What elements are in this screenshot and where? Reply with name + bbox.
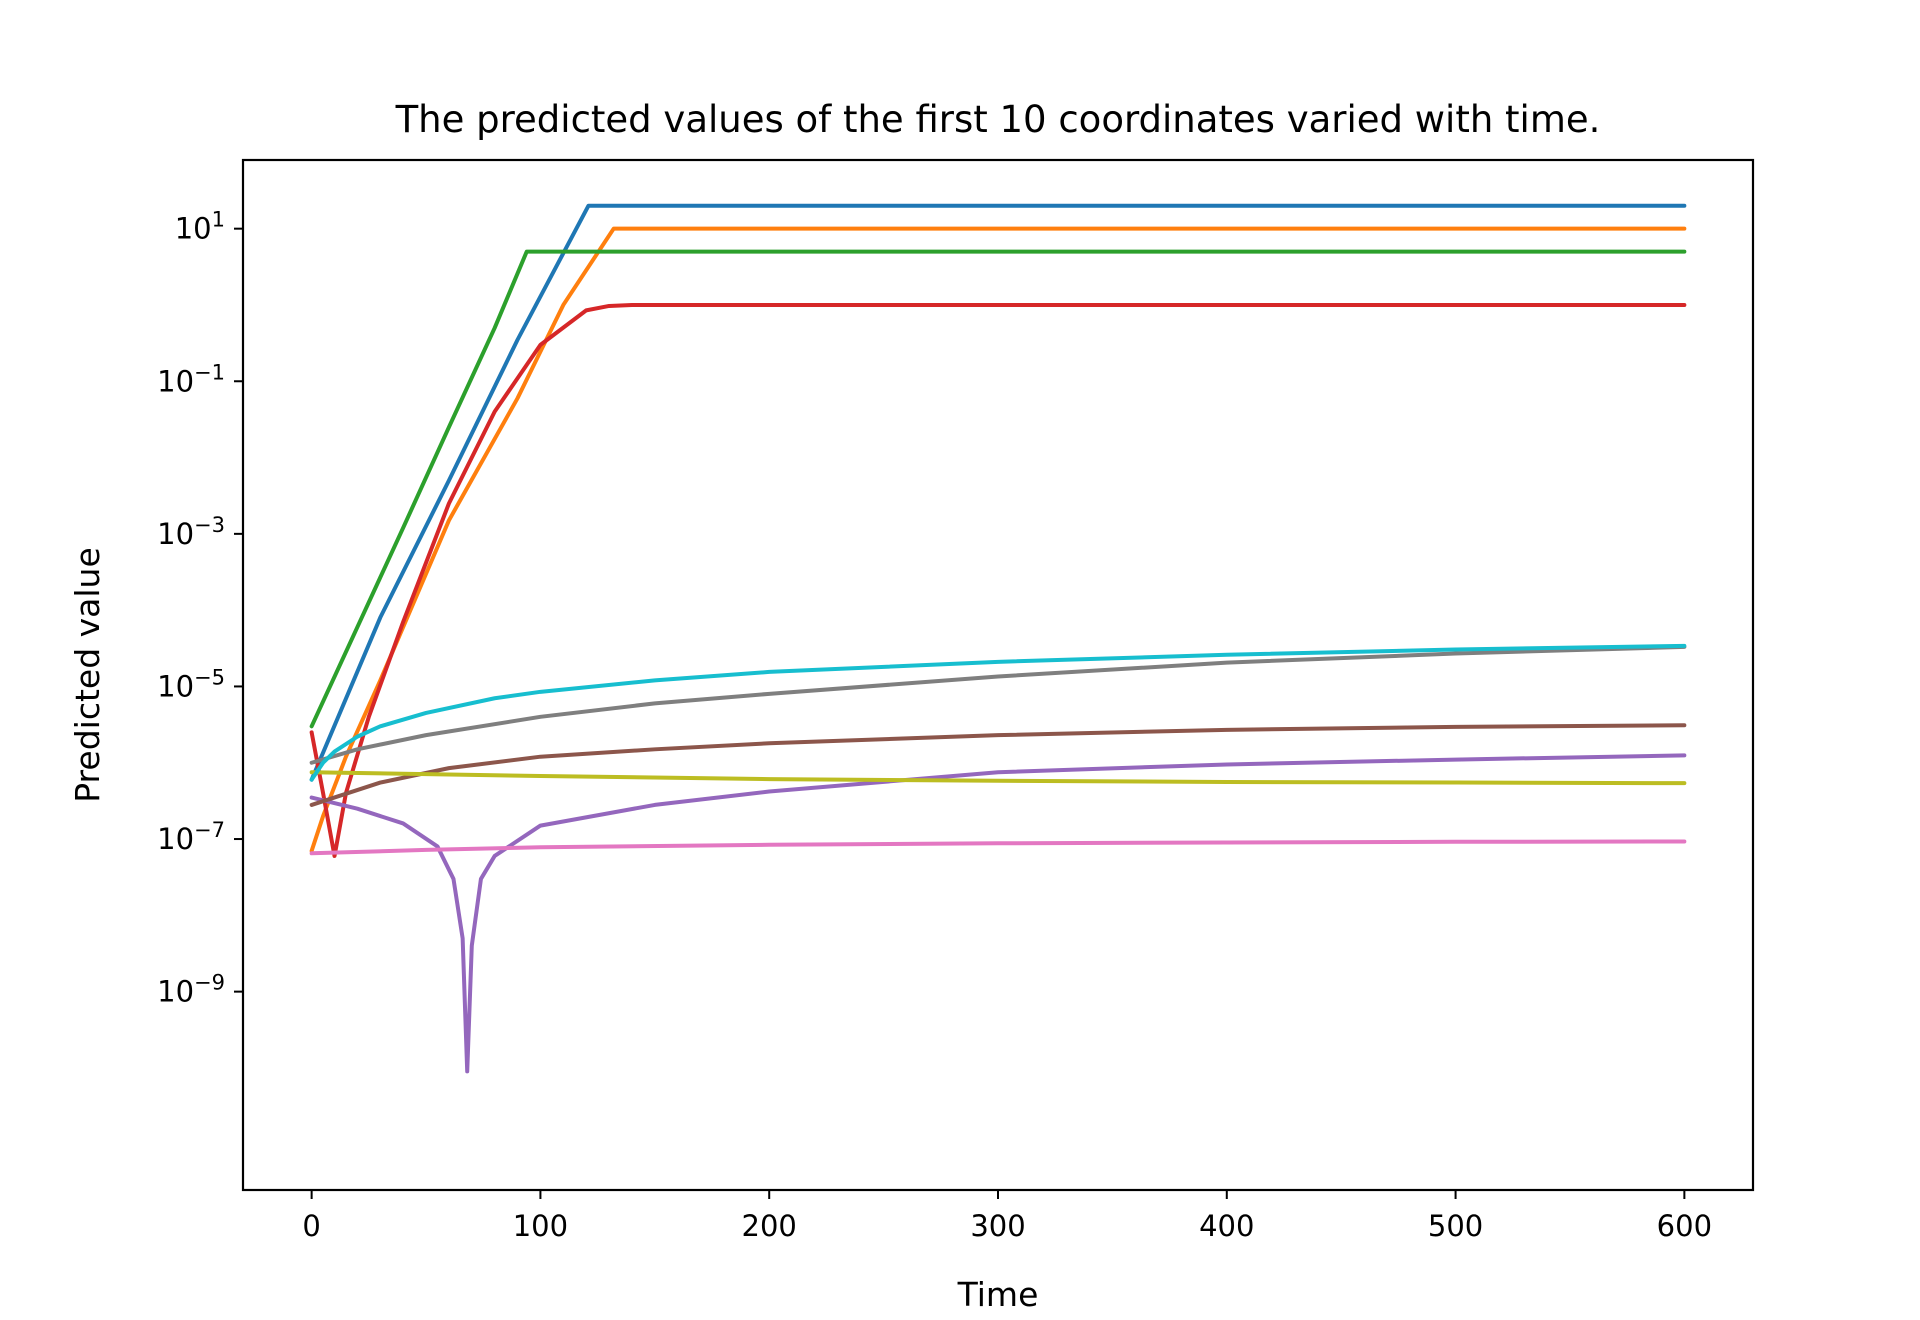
x-tick-label: 500 [1428,1209,1483,1243]
x-tick-label: 100 [513,1209,568,1243]
y-axis-ticks: 101 10−1 10−3 10−5 10−7 10−9 [157,208,243,1009]
x-tick-label: 400 [1199,1209,1254,1243]
series-line-10 [309,643,1687,782]
x-tick-label: 600 [1657,1209,1712,1243]
plot-frame [241,158,1755,1192]
series-line-9 [309,770,1687,786]
series-line-2 [309,226,1687,853]
series-line-4 [309,302,1687,858]
x-axis-label: Time [957,1275,1039,1314]
series-line-8 [309,644,1687,765]
series-line-7 [309,839,1687,856]
series-line-3 [309,249,1687,729]
y-tick-label: 10−1 [157,360,225,398]
x-tick-label: 0 [302,1209,320,1243]
y-tick-label: 10−5 [157,665,225,703]
chart-title: The predicted values of the first 10 coo… [395,98,1601,141]
series-line-5 [309,753,1687,1074]
x-tick-label: 200 [742,1209,797,1243]
y-tick-label: 10−9 [157,971,225,1009]
x-tick-label: 300 [970,1209,1025,1243]
y-axis-label: Predicted value [68,547,107,803]
y-tick-label: 101 [175,208,225,246]
series-layer [309,203,1687,1074]
y-tick-label: 10−7 [157,818,225,856]
series-line-1 [309,203,1687,782]
x-axis-ticks: 0 100 200 300 400 500 600 [302,1190,1712,1243]
y-tick-label: 10−3 [157,513,225,551]
